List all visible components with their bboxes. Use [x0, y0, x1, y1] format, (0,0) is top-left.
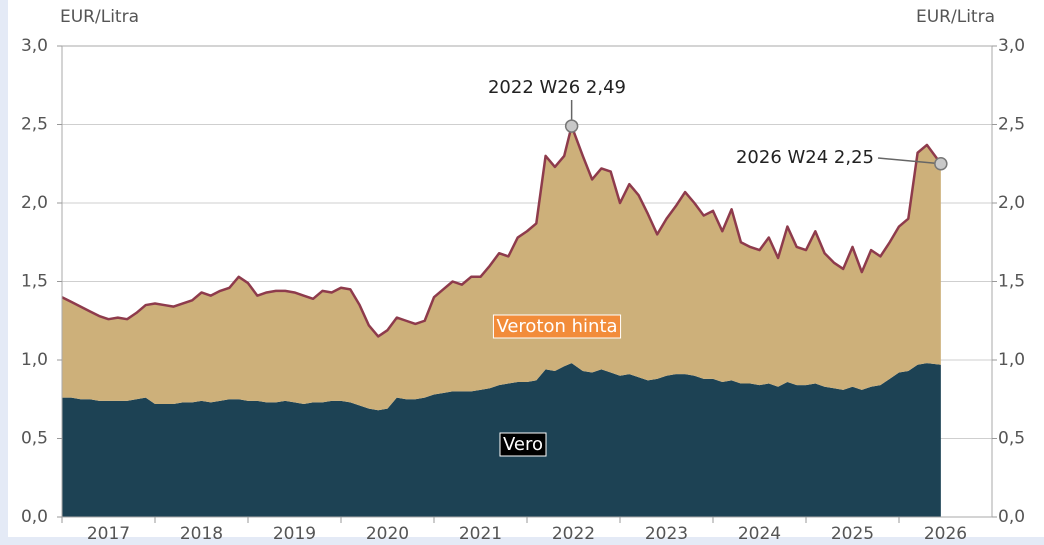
left-strip [0, 0, 8, 545]
bottom-strip [0, 537, 1044, 545]
annotation-leader [877, 157, 941, 165]
x-tick-label: 2022 [552, 524, 595, 544]
series-label-box [499, 432, 547, 457]
y2-tick-label: 1,0 [998, 350, 1025, 370]
y-axis-label: EUR/Litra [60, 7, 139, 27]
y-tick-label: 0,5 [21, 429, 48, 449]
annotation-marker [564, 119, 579, 133]
x-tick-label: 2025 [831, 524, 874, 544]
x-tick-label: 2018 [180, 524, 223, 544]
y2-tick-label: 2,5 [998, 115, 1025, 135]
x-tick-label: 2024 [738, 524, 781, 544]
series-label: Vero [503, 434, 543, 455]
x-tick-label: 2023 [645, 524, 688, 544]
y-tick-label: 1,5 [21, 272, 48, 292]
x-tick-label: 2017 [87, 524, 130, 544]
x-tick-label: 2026 [924, 524, 967, 544]
total-line [61, 124, 942, 338]
y2-tick-label: 0,5 [998, 429, 1025, 449]
annotation: 2022 W26 2,49 [488, 77, 626, 98]
y2-tick-label: 1,5 [998, 272, 1025, 292]
y2-tick-label: 0,0 [998, 507, 1025, 527]
series-label: Veroton hinta [496, 316, 617, 337]
y2-tick-label: 3,0 [998, 36, 1025, 56]
area [62, 126, 941, 411]
y-tick-label: 1,0 [21, 350, 48, 370]
y-tick-label: 2,5 [21, 115, 48, 135]
x-tick-label: 2021 [459, 524, 502, 544]
annotation-marker [934, 157, 948, 171]
y-tick-label: 3,0 [21, 36, 48, 56]
series-label-box [492, 314, 622, 339]
y-tick-label: 0,0 [21, 507, 48, 527]
x-tick-label: 2019 [273, 524, 316, 544]
y-tick-label: 2,0 [21, 193, 48, 213]
x-tick-label: 2020 [366, 524, 409, 544]
y2-tick-label: 2,0 [998, 193, 1025, 213]
annotation: 2026 W24 2,25 [736, 147, 874, 168]
y2-axis-label: EUR/Litra [916, 7, 995, 27]
